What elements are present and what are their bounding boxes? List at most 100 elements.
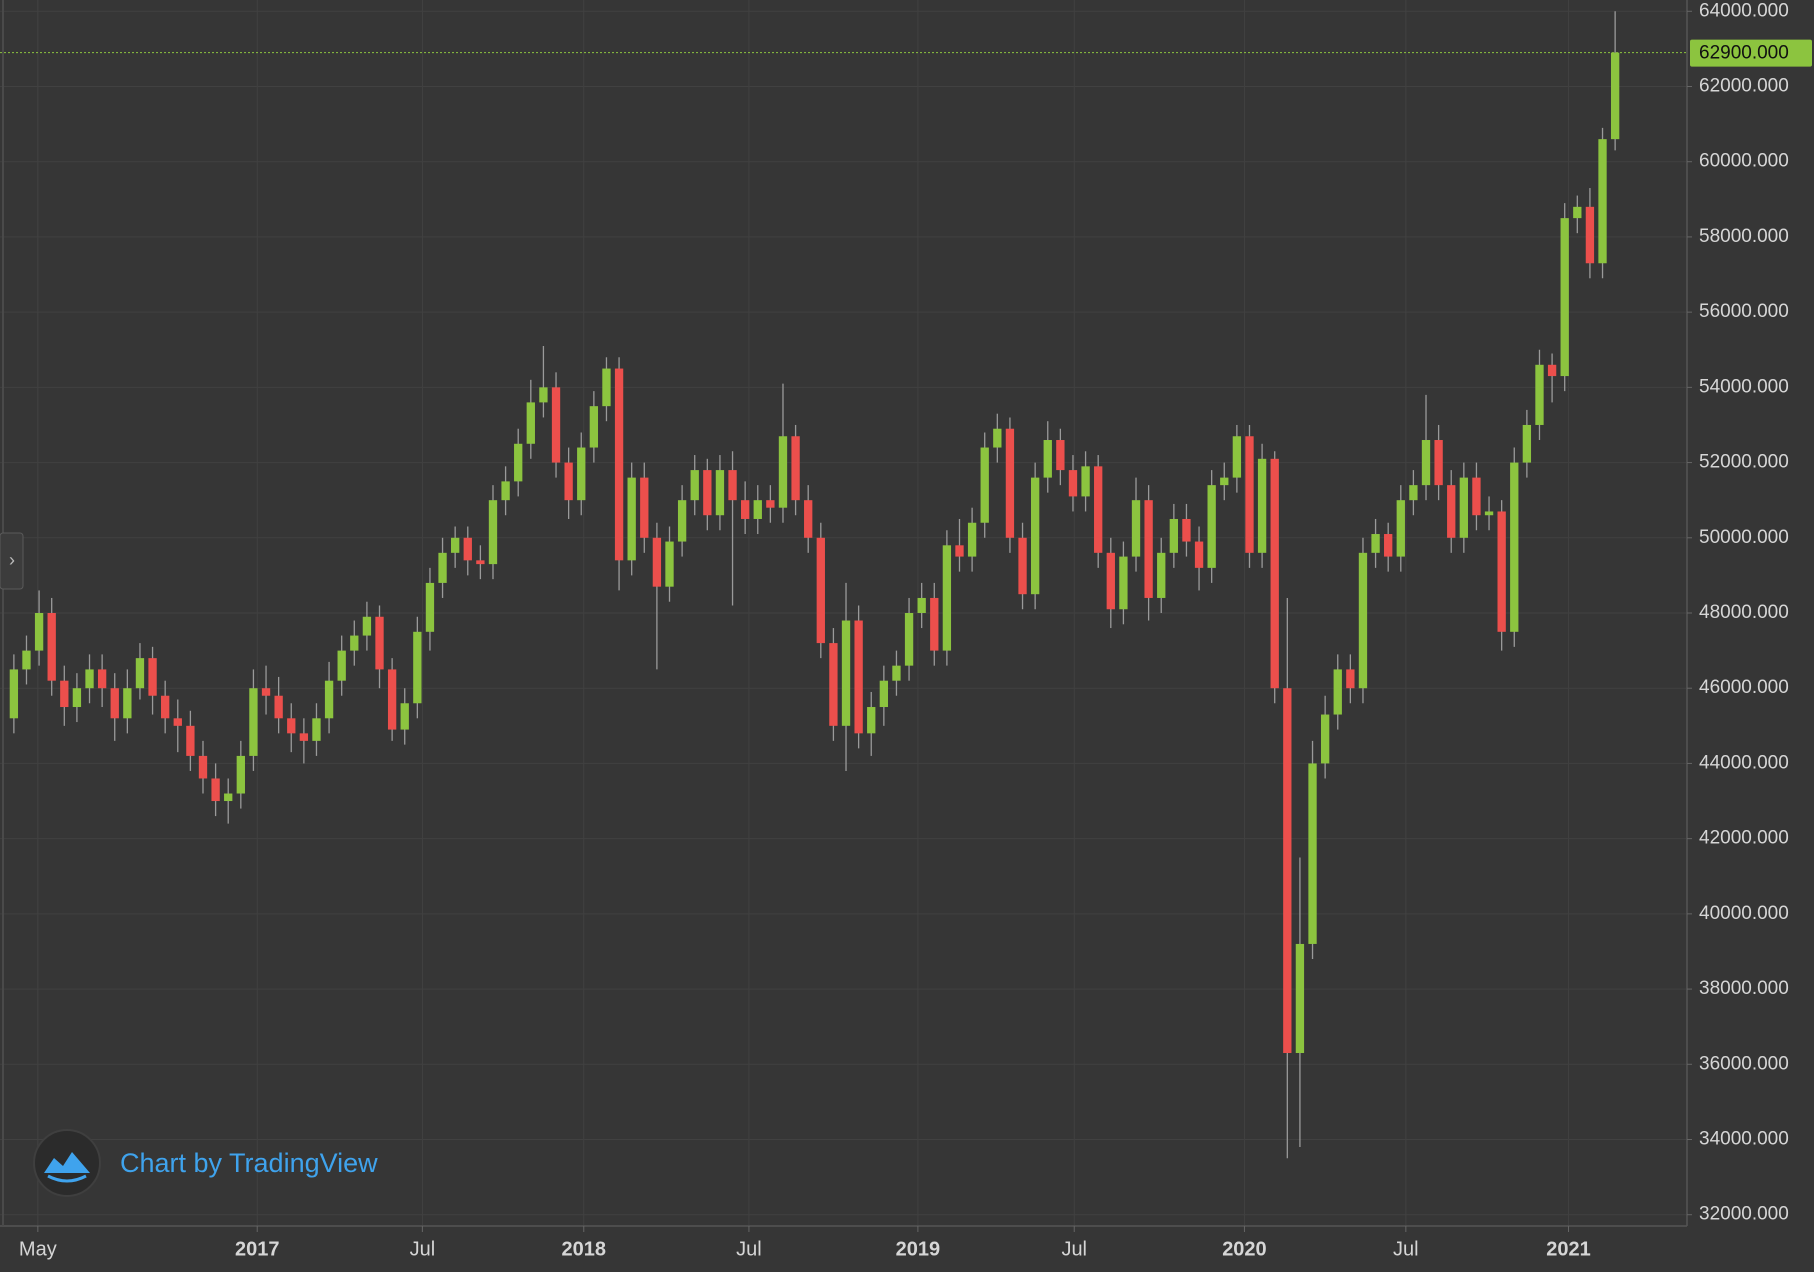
candle-body xyxy=(1573,206,1582,219)
candle-body xyxy=(387,669,397,730)
candle-body xyxy=(224,793,233,802)
candle-body xyxy=(451,537,460,553)
y-tick-label: 62000.000 xyxy=(1699,76,1789,97)
candle-body xyxy=(665,541,674,587)
candle-body xyxy=(514,443,523,482)
candle-body xyxy=(829,643,838,726)
candle-body xyxy=(551,387,561,463)
candle-body xyxy=(324,680,334,719)
candle-body xyxy=(1560,218,1569,377)
candle-body xyxy=(841,620,851,726)
watermark-logo-shape xyxy=(44,1152,90,1173)
x-tick-label: 2018 xyxy=(562,1238,607,1260)
candle-body xyxy=(1333,669,1342,715)
candle-body xyxy=(791,436,800,501)
candle-body xyxy=(1182,518,1191,542)
candle-body xyxy=(1005,428,1015,538)
candle-body xyxy=(261,688,271,696)
sidebar-toggle[interactable]: › xyxy=(0,532,24,590)
y-tick-label: 56000.000 xyxy=(1699,301,1789,322)
candle-body xyxy=(1447,485,1456,538)
candle-body xyxy=(123,688,132,719)
candle-body xyxy=(249,688,258,756)
candle-body xyxy=(854,620,863,734)
candle-body xyxy=(1018,537,1027,595)
sidebar-toggle-button[interactable] xyxy=(0,532,24,590)
candle-body xyxy=(955,545,964,557)
candle-body xyxy=(627,477,636,561)
x-tick-label: Jul xyxy=(410,1238,436,1260)
candle-body xyxy=(1396,500,1405,557)
candle-body xyxy=(1510,462,1519,632)
price-line-group: 62900.000 xyxy=(0,39,1812,67)
candle-body xyxy=(564,462,573,501)
candle-body xyxy=(917,597,926,613)
candle-body xyxy=(1472,477,1481,516)
y-tick-label: 32000.000 xyxy=(1699,1204,1789,1225)
candle-body xyxy=(1270,458,1279,689)
candle-body xyxy=(274,695,283,719)
candle-body xyxy=(1320,714,1330,764)
candle-body xyxy=(740,500,750,519)
candle-body xyxy=(211,778,220,802)
candle-body xyxy=(677,500,687,542)
candle-body xyxy=(879,680,889,708)
y-tick-label: 38000.000 xyxy=(1699,978,1789,999)
candle-body xyxy=(1257,458,1267,553)
candle-body xyxy=(703,470,712,516)
x-tick-label: Jul xyxy=(1061,1238,1087,1260)
candle-body xyxy=(892,665,901,681)
candle-body xyxy=(47,613,56,681)
candle-body xyxy=(1497,511,1506,632)
candle-body xyxy=(476,560,485,565)
candle-body xyxy=(1522,424,1532,463)
candle-body xyxy=(967,522,977,557)
candle-body xyxy=(1056,440,1065,471)
candle-body xyxy=(690,470,699,501)
candle-body xyxy=(766,500,775,508)
x-tick-label: 2019 xyxy=(896,1238,941,1260)
candle-body xyxy=(1131,500,1141,557)
candle-body xyxy=(438,552,447,583)
candle-body xyxy=(1358,552,1368,689)
candle-body xyxy=(867,707,876,734)
sidebar-toggle-icon[interactable]: › xyxy=(9,550,15,570)
candle-body xyxy=(1094,466,1103,553)
candle-body xyxy=(804,500,813,538)
candle-body xyxy=(198,755,208,779)
ticks: 32000.000 34000.000 36000.000 38000.000 4000… xyxy=(19,0,1789,1260)
watermark-text[interactable]: Chart by TradingView xyxy=(120,1148,378,1178)
candle-body xyxy=(1484,511,1494,516)
candle-body xyxy=(60,680,69,708)
candle-body xyxy=(148,658,157,696)
x-tick-label: May xyxy=(19,1238,57,1260)
candle-body xyxy=(1308,763,1317,944)
y-tick-label: 54000.000 xyxy=(1699,376,1789,397)
watermark[interactable]: Chart by TradingView xyxy=(33,1129,378,1197)
y-tick-label: 48000.000 xyxy=(1699,602,1789,623)
candle-body xyxy=(34,613,44,651)
candle-body xyxy=(1547,364,1557,377)
candle-body xyxy=(1043,440,1052,478)
candle-body xyxy=(1144,500,1153,598)
grid xyxy=(0,0,1687,1226)
candle-body xyxy=(930,597,939,651)
watermark-logo-curve xyxy=(47,1174,87,1183)
y-tick-label: 46000.000 xyxy=(1699,677,1789,698)
candle-body xyxy=(816,537,825,644)
candle-body xyxy=(1295,943,1305,1054)
candle-body xyxy=(312,718,321,741)
x-tick-label: 2020 xyxy=(1222,1238,1267,1260)
candle-body xyxy=(1157,552,1166,598)
candle-body xyxy=(1207,485,1216,568)
candle-body xyxy=(1409,485,1418,501)
candle-body xyxy=(1346,669,1355,689)
candle-body xyxy=(1106,552,1115,610)
candle-body xyxy=(362,616,372,636)
candle-body xyxy=(993,428,1002,448)
candle-body xyxy=(72,688,82,708)
candles xyxy=(9,11,1620,1159)
x-tick-label: Jul xyxy=(736,1238,762,1260)
